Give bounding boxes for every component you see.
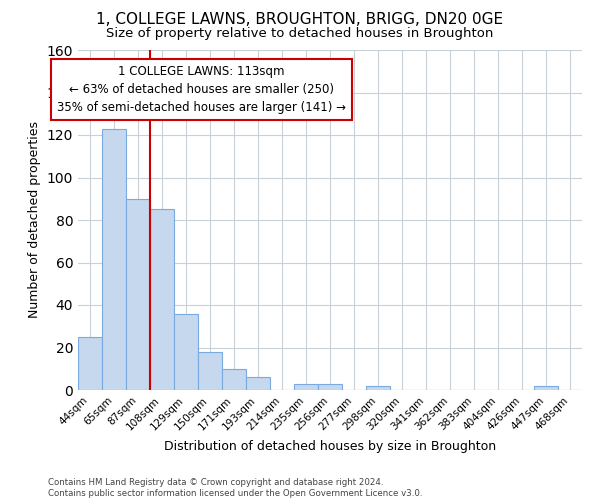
Bar: [318, 384, 342, 390]
Bar: [366, 386, 390, 390]
Bar: [294, 384, 318, 390]
Text: 1, COLLEGE LAWNS, BROUGHTON, BRIGG, DN20 0GE: 1, COLLEGE LAWNS, BROUGHTON, BRIGG, DN20…: [97, 12, 503, 28]
Text: Contains HM Land Registry data © Crown copyright and database right 2024.
Contai: Contains HM Land Registry data © Crown c…: [48, 478, 422, 498]
Bar: [222, 369, 246, 390]
Bar: [150, 210, 174, 390]
Bar: [174, 314, 198, 390]
Text: 1 COLLEGE LAWNS: 113sqm
← 63% of detached houses are smaller (250)
35% of semi-d: 1 COLLEGE LAWNS: 113sqm ← 63% of detache…: [57, 66, 346, 114]
X-axis label: Distribution of detached houses by size in Broughton: Distribution of detached houses by size …: [164, 440, 496, 453]
Bar: [534, 386, 558, 390]
Bar: [78, 337, 102, 390]
Y-axis label: Number of detached properties: Number of detached properties: [28, 122, 41, 318]
Bar: [198, 352, 222, 390]
Text: Size of property relative to detached houses in Broughton: Size of property relative to detached ho…: [106, 28, 494, 40]
Bar: [102, 128, 126, 390]
Bar: [126, 198, 150, 390]
Bar: [246, 378, 270, 390]
